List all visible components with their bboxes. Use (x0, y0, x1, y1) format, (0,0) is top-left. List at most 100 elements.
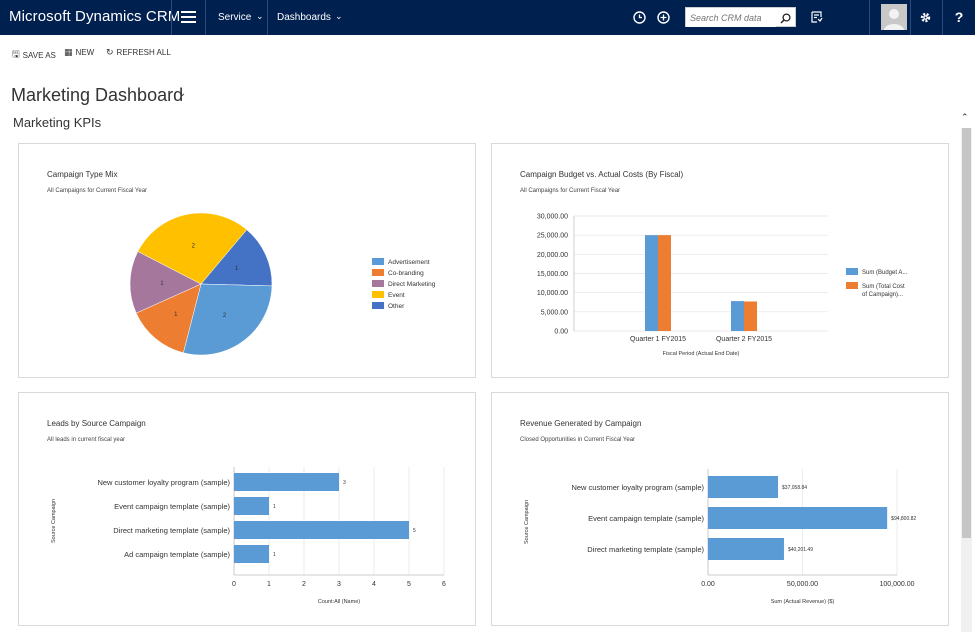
create-plus-icon[interactable] (655, 9, 671, 25)
x-tick-label: 0.00 (701, 581, 715, 588)
search-input[interactable] (686, 9, 776, 27)
chart-title: Leads by Source Campaign (47, 419, 146, 428)
y-axis-title: Source Campaign (51, 499, 57, 543)
x-axis-title: Sum (Actual Revenue) ($) (771, 599, 835, 605)
pie-data-label: 1 (160, 281, 164, 287)
y-category-label: Event campaign template (sample) (114, 502, 230, 511)
budget-bar-chart[interactable]: 0.00 5,000.00 10,000.00 15,000.00 20,000.00 2… (492, 144, 948, 377)
leads-bar-chart[interactable]: 0 1 2 3 4 5 6 New customer loyalty program (sam… (19, 393, 475, 625)
refresh-all-label: REFRESH ALL (116, 48, 171, 57)
chart-panel-leads-by-source[interactable]: Leads by Source Campaign All leads in cu… (18, 392, 476, 626)
y-category-label: New customer loyalty program (sample) (571, 483, 704, 492)
x-tick-label: 6 (442, 581, 446, 588)
save-as-label: SAVE AS (22, 50, 56, 60)
y-category-label: Ad campaign template (sample) (124, 550, 230, 559)
top-nav-bar: Microsoft Dynamics CRM Service ⌄ Dashboa… (0, 0, 975, 35)
legend-swatch (372, 302, 384, 309)
legend-label: Direct Marketing (388, 281, 436, 288)
chart-subtitle: Closed Opportunities in Current Fiscal Y… (520, 437, 636, 443)
bar (234, 521, 409, 539)
bar-data-label: 1 (273, 504, 276, 510)
y-tick-label: 30,000.00 (537, 214, 568, 221)
x-tick-label: 3 (337, 581, 341, 588)
nav-divider (910, 0, 911, 35)
legend-label: Other (388, 303, 405, 310)
scrollbar-thumb[interactable] (962, 128, 971, 538)
dashboard-title[interactable]: Marketing Dashboard (11, 85, 184, 105)
bar-data-label: $40,201.49 (788, 547, 813, 553)
bar (234, 497, 269, 515)
chart-subtitle: All Campaigns for Current Fiscal Year (47, 188, 148, 194)
x-tick-label: 100,000.00 (879, 581, 914, 588)
user-avatar[interactable] (881, 4, 907, 30)
nav-page-dashboards[interactable]: Dashboards (277, 12, 331, 23)
advanced-find-icon[interactable] (809, 9, 825, 25)
pie-data-label: 1 (174, 312, 178, 318)
pie-slice-co-branding (135, 283, 202, 354)
y-category-label: Event campaign template (sample) (588, 514, 704, 523)
chevron-down-icon[interactable]: ⌄ (256, 11, 264, 21)
legend-swatch (372, 291, 384, 298)
chevron-down-icon[interactable]: ⌄ (178, 88, 187, 99)
x-tick-label: 50,000.00 (787, 581, 818, 588)
legend-label: Event (388, 292, 405, 299)
y-tick-label: 5,000.00 (541, 309, 568, 316)
x-tick-label: 4 (372, 581, 376, 588)
gear-icon[interactable] (917, 9, 933, 25)
recent-clock-icon[interactable] (631, 9, 647, 25)
bar-data-label: 3 (343, 480, 346, 486)
pie-chart[interactable]: 1 2 1 1 2 Advertisement Co-branding Direct Mark… (19, 144, 475, 377)
legend-swatch (372, 269, 384, 276)
pie-data-label: 2 (192, 244, 196, 250)
pie-slice-event (137, 212, 248, 285)
bar-budget (731, 301, 744, 331)
y-tick-label: 0.00 (554, 329, 568, 336)
legend-label: Co-branding (388, 270, 424, 277)
bar (708, 507, 888, 529)
x-tick-label: 2 (302, 581, 306, 588)
bar (708, 538, 784, 560)
y-category-label: Direct marketing template (sample) (587, 545, 704, 554)
save-icon: 🖫 (12, 49, 20, 59)
scroll-up-icon[interactable]: ⌃ (961, 112, 969, 122)
nav-divider (942, 0, 943, 35)
bar-data-label: $37,058.84 (782, 485, 807, 491)
chart-title: Campaign Budget vs. Actual Costs (By Fis… (520, 170, 684, 179)
refresh-all-button[interactable]: ↻ REFRESH ALL (106, 47, 171, 58)
chart-panel-campaign-type-mix[interactable]: Campaign Type Mix All Campaigns for Curr… (18, 143, 476, 378)
pie-slice-other (200, 229, 273, 287)
legend-swatch (846, 268, 858, 275)
save-as-button[interactable]: 🖫 SAVE AS (12, 47, 56, 63)
legend-swatch (846, 282, 858, 289)
search-icon[interactable] (780, 11, 791, 29)
x-tick-label: Quarter 1 FY2015 (630, 336, 686, 343)
y-axis-title: Source Campaign (524, 500, 530, 544)
bar (234, 545, 269, 563)
new-label: NEW (75, 48, 95, 57)
y-tick-label: 20,000.00 (537, 252, 568, 259)
help-icon[interactable]: ? (954, 9, 964, 25)
legend-label: Sum (Budget A... (862, 270, 908, 276)
chart-panel-budget-vs-actual[interactable]: Campaign Budget vs. Actual Costs (By Fis… (491, 143, 949, 378)
refresh-icon: ↻ (106, 47, 114, 57)
new-button[interactable]: ▦ NEW (64, 47, 94, 58)
chart-title: Revenue Generated by Campaign (520, 419, 642, 428)
nav-area-service[interactable]: Service (218, 12, 252, 23)
bar-actual-cost (658, 235, 671, 331)
chart-panel-revenue-by-campaign[interactable]: Revenue Generated by Campaign Closed Opp… (491, 392, 949, 626)
x-axis-title: Count:All (Name) (318, 599, 360, 605)
bar-actual-cost (744, 301, 757, 331)
legend-label: of Campaign)... (862, 292, 903, 298)
y-category-label: Direct marketing template (sample) (113, 526, 230, 535)
bar (708, 476, 779, 498)
section-title: Marketing KPIs (13, 115, 102, 130)
revenue-bar-chart[interactable]: 0.00 50,000.00 100,000.00 New customer loya… (492, 393, 948, 625)
search-box[interactable] (685, 7, 796, 27)
menu-icon[interactable] (181, 11, 196, 23)
app-brand[interactable]: Microsoft Dynamics CRM (9, 8, 181, 25)
pie-data-label: 2 (223, 313, 227, 319)
y-tick-label: 25,000.00 (537, 233, 568, 240)
bar-budget (645, 235, 658, 331)
chevron-down-icon[interactable]: ⌄ (335, 11, 343, 21)
pie-data-label: 1 (235, 266, 239, 272)
